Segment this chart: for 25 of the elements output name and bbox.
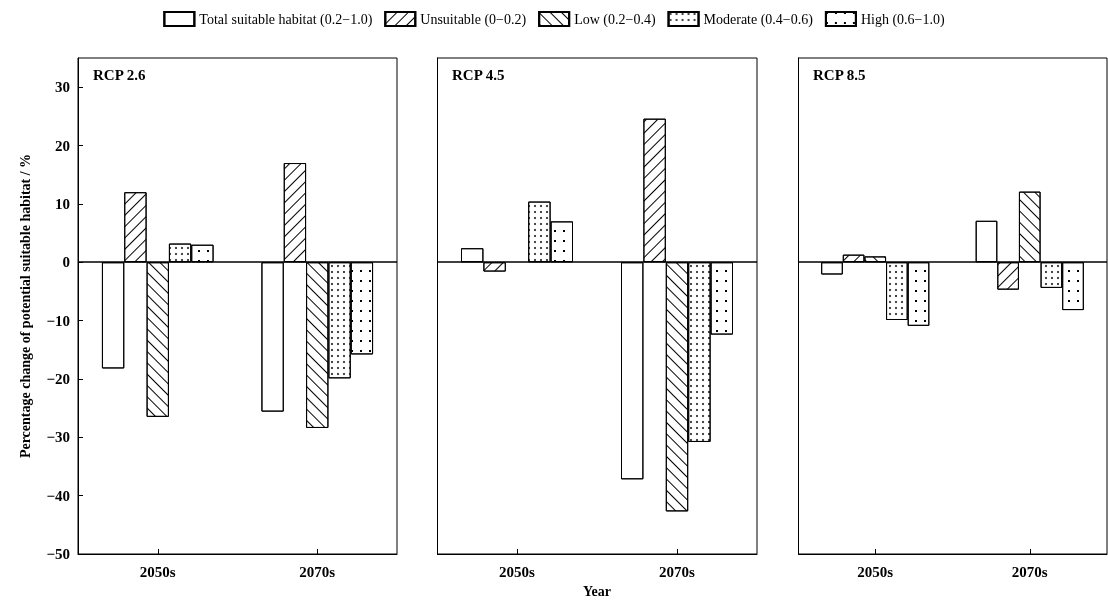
- text: RCP 8.5: [813, 66, 866, 83]
- y-tick-label: −20: [46, 370, 70, 387]
- y-tick-label: 0: [62, 254, 70, 271]
- y-tick-label: 10: [55, 195, 70, 212]
- x-tick-label: 2050s: [139, 563, 176, 580]
- x-tick-label: 2070s: [1011, 563, 1048, 580]
- y-tick-label: −40: [46, 487, 70, 504]
- legend-label: High (0.6−1.0): [860, 11, 945, 28]
- x-tick-label: 2070s: [299, 563, 336, 580]
- legend-label: Low (0.2−0.4): [574, 11, 656, 28]
- x-tick-label: 2070s: [659, 563, 696, 580]
- legend-label: Unsuitable (0−0.2): [420, 11, 527, 28]
- y-tick-label: −30: [46, 429, 70, 446]
- x-axis-title: Year: [583, 583, 611, 599]
- y-tick-label: −10: [46, 312, 70, 329]
- x-tick-label: 2050s: [499, 563, 536, 580]
- y-axis-title: Percentage change of potential suitable habitat / %: [17, 153, 33, 459]
- legend-label: Total suitable habitat (0.2−1.0): [199, 11, 373, 28]
- legend-label: Moderate (0.4−0.6): [703, 11, 814, 28]
- y-tick-label: 30: [55, 79, 70, 96]
- text: RCP 2.6: [93, 66, 146, 83]
- y-tick-label: 20: [55, 137, 70, 154]
- x-tick-label: 2050s: [857, 563, 894, 580]
- y-tick-label: −50: [46, 546, 70, 562]
- text: RCP 4.5: [452, 66, 505, 83]
